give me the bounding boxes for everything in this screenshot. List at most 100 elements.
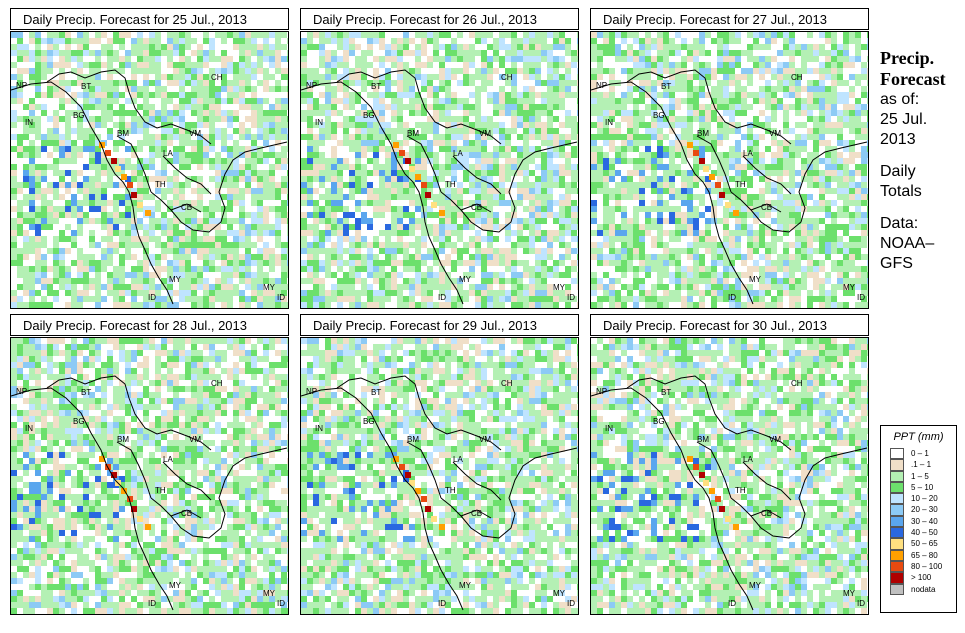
- precip-cell: [505, 146, 511, 152]
- precip-cell: [517, 182, 523, 188]
- precip-cell: [391, 152, 397, 158]
- precip-cell: [251, 218, 257, 224]
- precip-cell: [173, 128, 179, 134]
- precip-cell: [143, 242, 149, 248]
- precip-cell: [59, 224, 65, 230]
- precip-cell: [687, 62, 693, 68]
- precip-cell: [233, 62, 239, 68]
- precip-cell: [819, 38, 825, 44]
- precip-cell: [487, 110, 493, 116]
- precip-cell: [143, 236, 149, 242]
- precip-cell: [313, 206, 319, 212]
- precip-cell: [245, 98, 251, 104]
- precip-cell: [319, 242, 325, 248]
- precip-cell: [421, 122, 427, 128]
- precip-cell: [505, 212, 511, 218]
- precip-cell: [269, 260, 275, 266]
- precip-cell: [499, 236, 505, 242]
- precip-cell: [445, 74, 451, 80]
- precip-cell: [221, 206, 227, 212]
- precip-cell: [101, 284, 107, 290]
- precip-cell: [119, 44, 125, 50]
- precip-cell: [433, 284, 439, 290]
- precip-cell: [119, 260, 125, 266]
- precip-cell: [307, 302, 313, 308]
- precip-cell: [89, 170, 95, 176]
- precip-cell: [251, 62, 257, 68]
- precip-cell: [591, 38, 597, 44]
- precip-cell: [391, 128, 397, 134]
- precip-cell: [403, 56, 409, 62]
- precip-cell: [867, 32, 868, 38]
- precip-cell: [523, 278, 529, 284]
- precip-cell: [83, 266, 89, 272]
- precip-cell: [233, 242, 239, 248]
- precip-cell: [819, 44, 825, 50]
- precip-cell: [41, 242, 47, 248]
- precip-cell: [227, 218, 233, 224]
- precip-cell: [373, 152, 379, 158]
- precip-cell: [203, 242, 209, 248]
- precip-cell: [269, 80, 275, 86]
- precip-cell: [35, 212, 41, 218]
- precip-cell: [227, 242, 233, 248]
- precip-cell: [83, 38, 89, 44]
- country-label: ID: [277, 293, 285, 302]
- precip-cell: [777, 104, 783, 110]
- precip-cell: [191, 32, 197, 38]
- precip-cell: [203, 38, 209, 44]
- precip-cell: [307, 92, 313, 98]
- precip-cell: [143, 218, 149, 224]
- precip-cell: [275, 68, 281, 74]
- precip-cell: [547, 236, 553, 242]
- precip-cell: [53, 122, 59, 128]
- precip-cell: [119, 242, 125, 248]
- precip-cell: [209, 122, 215, 128]
- precip-cell: [373, 92, 379, 98]
- precip-cell: [343, 206, 349, 212]
- precip-cell: [343, 140, 349, 146]
- precip-cell: [59, 32, 65, 38]
- precip-cell: [373, 62, 379, 68]
- precip-cell: [469, 260, 475, 266]
- precip-cell: [553, 266, 559, 272]
- precip-cell: [813, 86, 819, 92]
- precip-cell: [257, 140, 263, 146]
- precip-cell: [23, 296, 29, 302]
- precip-cell: [301, 284, 307, 290]
- precip-cell: [215, 86, 221, 92]
- precip-cell: [511, 230, 517, 236]
- precip-cell: [29, 206, 35, 212]
- heavy-precip-cell: [137, 202, 143, 208]
- heavy-precip-cell: [127, 182, 133, 188]
- precip-cell: [301, 194, 307, 200]
- precip-cell: [349, 218, 355, 224]
- precip-cell: [173, 200, 179, 206]
- precip-cell: [59, 74, 65, 80]
- precip-cell: [861, 50, 867, 56]
- precip-cell: [331, 284, 337, 290]
- precip-cell: [349, 176, 355, 182]
- precip-cell: [167, 290, 173, 296]
- precip-cell: [227, 212, 233, 218]
- precip-cell: [475, 206, 481, 212]
- precip-cell: [77, 38, 83, 44]
- precip-cell: [29, 260, 35, 266]
- precip-cell: [89, 182, 95, 188]
- precip-map: CH NP BT IN BG BM VM LA TH CB MY ID MY ID: [10, 31, 289, 309]
- precip-cell: [475, 278, 481, 284]
- precip-cell: [307, 278, 313, 284]
- precip-cell: [463, 134, 469, 140]
- precip-cell: [257, 290, 263, 296]
- precip-cell: [337, 92, 343, 98]
- precip-cell: [493, 266, 499, 272]
- precip-cell: [517, 80, 523, 86]
- precip-cell: [457, 266, 463, 272]
- precip-cell: [215, 122, 221, 128]
- precip-cell: [547, 38, 553, 44]
- precip-cell: [233, 152, 239, 158]
- precip-cell: [669, 44, 675, 50]
- precip-cell: [493, 104, 499, 110]
- precip-cell: [47, 152, 53, 158]
